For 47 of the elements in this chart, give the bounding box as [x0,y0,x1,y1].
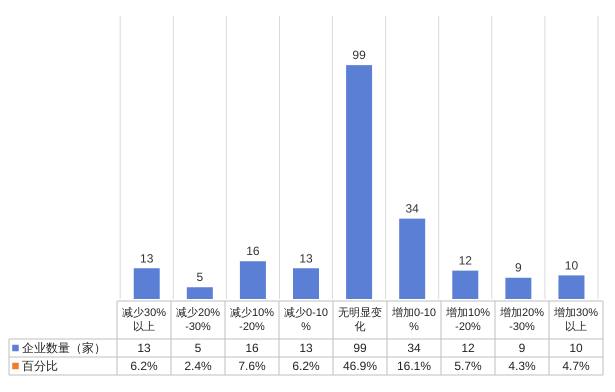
text: 13 [299,251,313,266]
legend-label: 百分比 [22,359,58,373]
bar [293,268,319,299]
x-tick-label: 增加30%以上 [552,306,598,333]
x-tick-label: 减少0-10% [284,306,328,333]
text: 4.3% [508,359,536,373]
x-tick-label: 减少20%-30% [176,306,220,333]
data-label: 10 [569,341,583,355]
text: 2.4% [184,359,212,373]
bar [452,270,478,299]
x-tick-label: 增加20%-30% [498,306,544,333]
x-tick-label: 减少10%-20% [230,306,274,333]
x-tick-label: 无明显变化 [338,306,382,333]
bar [399,218,426,299]
text: 7.6% [238,359,266,373]
data-label: 16 [245,341,259,355]
bar [134,268,160,299]
text: 34 [406,202,419,216]
legend-label: 企业数量（家） [22,341,106,355]
data-label: 34 [407,341,421,355]
data-label: 13 [299,341,313,355]
bar [505,278,532,299]
data-label: 13 [137,341,151,355]
text: 10 [564,258,578,272]
text: 4.7% [562,359,590,373]
data-label: 99 [353,341,367,355]
text: 16 [246,244,260,258]
text: 13 [140,251,154,266]
text: 6.2% [292,359,320,373]
data-label: 12 [461,341,475,355]
text: 99 [352,48,366,62]
bar [558,275,584,299]
x-tick-label: 增加10%-20% [444,306,490,333]
text: 16.1% [396,359,432,373]
text: 6.2% [130,359,158,373]
text: 5 [196,270,204,284]
text: 5.7% [454,359,482,373]
text: 9 [515,260,522,275]
x-tick-label: 减少30%以上 [122,306,166,333]
x-tick-label: 增加0-10% [390,306,436,333]
bar [346,65,372,299]
bar [240,261,266,299]
text: 12 [458,254,472,268]
bar [186,287,213,299]
data-label: 9 [518,341,526,355]
text: 46.9% [342,359,378,373]
data-label: 5 [194,341,202,355]
